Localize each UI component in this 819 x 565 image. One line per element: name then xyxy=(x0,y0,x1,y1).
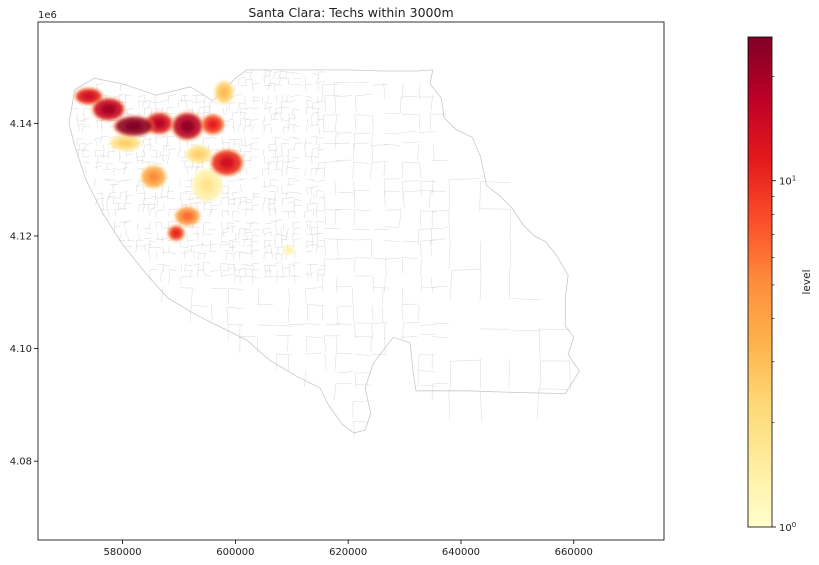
hotspot xyxy=(109,135,142,151)
hotspot xyxy=(167,225,185,241)
y-tick-label: 4.14 xyxy=(10,119,32,130)
colorbar-tick-label: 101 xyxy=(779,175,796,188)
hotspot xyxy=(191,168,223,203)
hotspot xyxy=(201,114,225,135)
chart-title: Santa Clara: Techs within 3000m xyxy=(248,5,453,20)
colorbar xyxy=(747,36,773,528)
hotspot xyxy=(91,97,126,121)
y-tick-label: 4.12 xyxy=(10,231,32,242)
x-tick-label: 640000 xyxy=(442,547,480,558)
hotspot xyxy=(185,145,212,164)
x-tick-label: 660000 xyxy=(555,547,593,558)
x-tick-label: 580000 xyxy=(104,547,142,558)
hotspot xyxy=(174,206,201,226)
heat-layer xyxy=(74,80,295,255)
x-tick-label: 620000 xyxy=(329,547,367,558)
county-outline xyxy=(68,69,580,434)
hotspot xyxy=(214,80,234,105)
x-axis: 580000 600000 620000 640000 660000 xyxy=(104,540,593,558)
hotspot xyxy=(210,149,244,177)
y-offset-label: 1e6 xyxy=(38,10,57,21)
plot-area xyxy=(68,69,580,438)
colorbar-tick-label: 100 xyxy=(779,521,796,534)
x-tick-label: 600000 xyxy=(216,547,254,558)
colorbar-axis: 100 101 xyxy=(772,76,796,534)
hotspot xyxy=(171,111,204,141)
hotspot xyxy=(140,165,167,189)
y-tick-label: 4.10 xyxy=(10,344,32,355)
hotspot xyxy=(113,115,155,137)
colorbar-label: level xyxy=(801,270,813,295)
hotspot xyxy=(283,245,295,255)
y-axis: 4.08 4.10 4.12 4.14 xyxy=(10,119,38,468)
y-tick-label: 4.08 xyxy=(10,457,32,468)
axes-frame xyxy=(37,21,665,541)
hotspot xyxy=(74,87,104,105)
